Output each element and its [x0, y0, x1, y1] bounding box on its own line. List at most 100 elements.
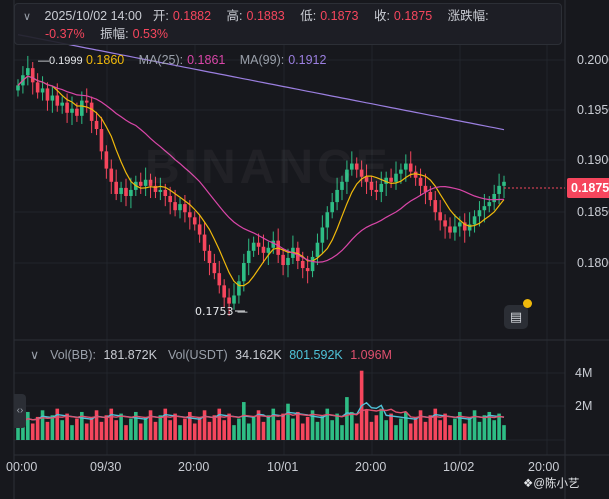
- volume-bar: [134, 411, 138, 440]
- candle-body: [227, 297, 231, 304]
- volume-bar: [408, 423, 413, 440]
- candle-body: [315, 242, 320, 257]
- low-marker: 0.1753 —: [195, 305, 248, 318]
- candle-body: [16, 85, 20, 91]
- volume-bar: [345, 397, 349, 440]
- candle-body: [207, 250, 212, 263]
- candle-body: [158, 189, 163, 192]
- volume-bar: [45, 421, 50, 440]
- volume-bar: [202, 410, 207, 440]
- volume-bar: [443, 413, 447, 440]
- candle-body: [192, 217, 197, 225]
- change-label: 涨跌幅:: [447, 9, 489, 23]
- volume-bar: [158, 415, 163, 440]
- candle-body: [222, 285, 226, 298]
- candle-body: [335, 189, 339, 203]
- volume-bar: [35, 416, 40, 440]
- volume-bar: [129, 418, 133, 440]
- volume-bar: [389, 413, 393, 440]
- candle-body: [109, 168, 114, 182]
- volume-bar: [369, 421, 374, 440]
- chevron-down-icon[interactable]: ∨: [30, 348, 40, 362]
- candle-body: [212, 263, 217, 274]
- volume-bar: [65, 413, 69, 440]
- candle-body: [188, 212, 192, 218]
- candle-body: [148, 179, 153, 186]
- candle-body: [173, 202, 177, 211]
- volume-bar: [340, 425, 344, 440]
- volume-bar: [153, 421, 158, 440]
- amplitude-value: 0.53%: [132, 27, 169, 41]
- ma7-line: [17, 75, 505, 287]
- volume-bar: [413, 416, 418, 440]
- volume-bar: [394, 425, 398, 440]
- candle-body: [271, 240, 276, 248]
- candle-body: [384, 177, 388, 184]
- volume-bar: [119, 413, 123, 440]
- usdt-label: Vol(USDT): [167, 348, 228, 362]
- volume-bar: [472, 410, 477, 440]
- volume-bar: [16, 425, 20, 440]
- candle-body: [477, 210, 482, 217]
- candle-body: [408, 163, 413, 172]
- time-tick: 10/01: [267, 460, 299, 474]
- volume-bar: [222, 420, 226, 440]
- candle-body: [26, 68, 30, 76]
- candle-body: [462, 222, 467, 231]
- candle-body: [35, 82, 40, 93]
- volume-bar: [26, 411, 30, 440]
- candle-body: [84, 100, 89, 103]
- candle-body: [369, 181, 374, 190]
- ma25-line: [17, 75, 505, 263]
- time-tick: 20:00: [528, 460, 560, 474]
- drawing-tool-icon[interactable]: ▤: [504, 305, 528, 329]
- candle-body: [114, 181, 118, 194]
- candle-body: [119, 187, 123, 194]
- candle-body: [310, 256, 315, 272]
- volume-bar: [315, 421, 320, 440]
- chevron-down-icon[interactable]: ∨: [23, 11, 32, 23]
- volume-bar: [497, 413, 501, 440]
- volume-bar: [266, 415, 271, 440]
- open-label: 开:: [152, 9, 169, 23]
- volume-bar: [84, 423, 89, 440]
- candle-body: [251, 242, 256, 251]
- volume-bar: [242, 402, 246, 440]
- time-tick: 20:00: [355, 460, 387, 474]
- volume-bar: [354, 423, 359, 440]
- volume-bar: [70, 425, 74, 440]
- candle-body: [99, 129, 104, 152]
- volume-bar: [399, 418, 403, 440]
- ohlc-panel: ∨ 2025/10/02 14:00 开: 0.1882 高: 0.1883 低: 0…: [14, 3, 562, 45]
- volume-bar: [458, 411, 462, 440]
- notification-dot: [523, 299, 532, 308]
- candle-body: [80, 100, 84, 116]
- volume-bar: [21, 418, 25, 440]
- volume-bar: [271, 408, 276, 440]
- volume-bar: [207, 421, 212, 440]
- volume-bar: [143, 416, 148, 440]
- candle-body: [266, 247, 271, 253]
- volume-bar: [256, 410, 261, 440]
- volume-bar: [178, 425, 182, 440]
- candle-body: [246, 250, 251, 263]
- volume-bar: [374, 415, 379, 440]
- time-tick: 00:00: [6, 460, 38, 474]
- candle-body: [404, 163, 408, 170]
- vol-ma1: 801.592K: [289, 348, 343, 362]
- panel-handle-icon[interactable]: ‹›: [14, 394, 26, 428]
- volume-bar: [379, 408, 384, 440]
- volume-bar: [183, 418, 187, 440]
- volume-bar: [55, 408, 60, 440]
- candle-body: [389, 177, 393, 182]
- volume-bar: [94, 410, 99, 440]
- volume-bar: [364, 410, 369, 440]
- candle-body: [153, 185, 158, 192]
- volume-bar: [467, 416, 472, 440]
- candle-body: [497, 185, 501, 194]
- open-value: 0.1882: [172, 9, 212, 23]
- volume-bar: [350, 411, 354, 440]
